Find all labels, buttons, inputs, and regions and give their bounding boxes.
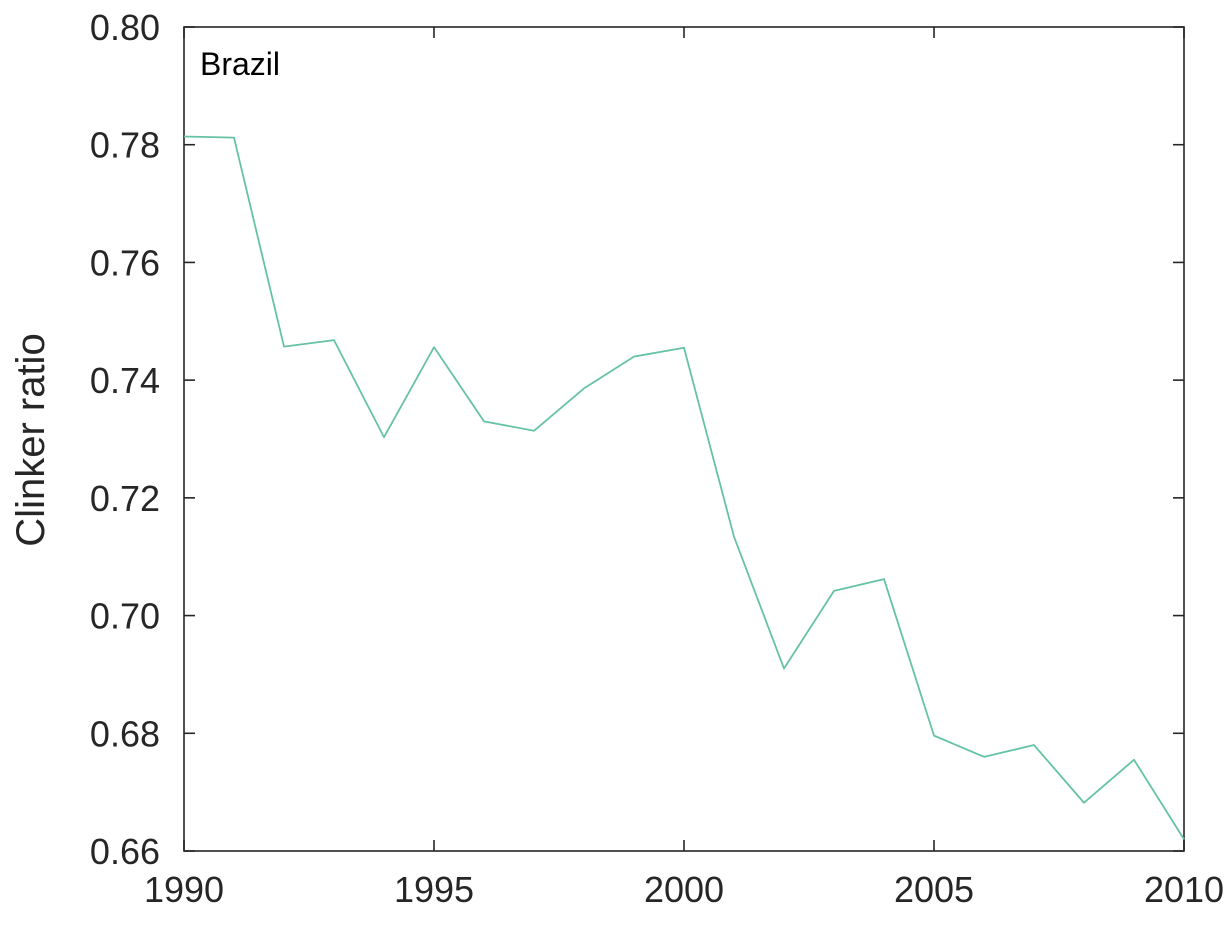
y-axis-label: Clinker ratio (9, 333, 53, 546)
y-tick-label: 0.78 (90, 125, 160, 166)
x-tick-label: 1995 (394, 869, 474, 910)
x-tick-label: 2000 (644, 869, 724, 910)
y-tick-label: 0.76 (90, 242, 160, 283)
plot-area (183, 26, 1185, 852)
tick-labels: 1990 1995 2000 2005 2010 0.66 0.68 0.70 0.72 0.74… (90, 7, 1224, 910)
y-tick-label: 0.74 (90, 360, 160, 401)
y-tick-label: 0.68 (90, 713, 160, 754)
axes-box (183, 26, 1185, 852)
y-tick-label: 0.72 (90, 478, 160, 519)
series-line-0 (183, 135, 1185, 840)
ticks (183, 26, 1185, 852)
y-tick-label: 0.70 (90, 596, 160, 637)
y-tick-label: 0.66 (90, 831, 160, 872)
x-tick-label: 1990 (144, 869, 224, 910)
x-tick-label: 2010 (1144, 869, 1224, 910)
y-tick-label: 0.80 (90, 7, 160, 48)
x-tick-label: 2005 (894, 869, 974, 910)
chart-annotation: Brazil (200, 46, 280, 82)
